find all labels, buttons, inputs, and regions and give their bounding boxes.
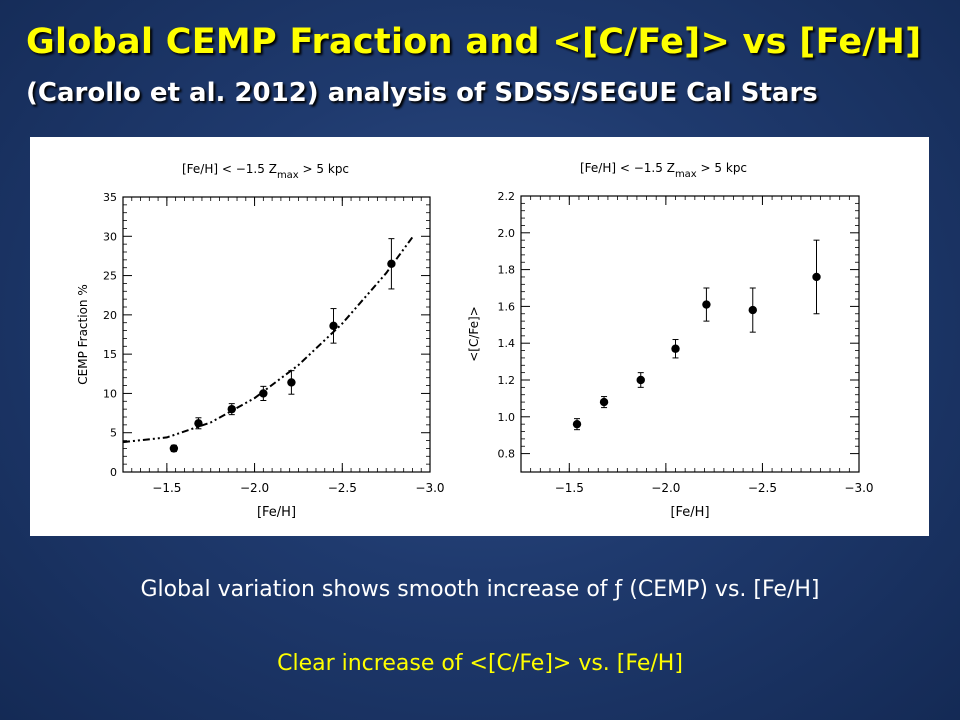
- caption-cfe-increase: Clear increase of <[C/Fe]> vs. [Fe/H]: [277, 651, 683, 676]
- chart2-xtick-label: −2.0: [651, 481, 680, 495]
- chart2-ytick-label: 1.4: [498, 337, 516, 350]
- chart2-data-point: [748, 305, 757, 315]
- chart1-data-point: [169, 444, 179, 453]
- chart1-data-point: [259, 389, 268, 398]
- chart2-ytick-label: 2.2: [498, 190, 516, 203]
- chart2-data-point: [812, 272, 821, 282]
- chart1-ytick-label: 10: [103, 387, 117, 400]
- chart1-ytick-label: 20: [103, 309, 117, 322]
- chart2-data-point: [572, 419, 582, 429]
- chart1-data-point: [287, 378, 296, 387]
- chart2-data-point: [702, 300, 711, 309]
- chart1-title: [Fe/H] < −1.5 Zmax > 5 kpc: [182, 162, 349, 181]
- chart1-data-point: [194, 419, 203, 428]
- chart2-group: 0.8 1.0 1.2 1.4 1.6 1.8 2.0 2.2 −1.5 −2.0 −2.5 −3.0…: [467, 161, 874, 520]
- chart1-xtick-label: −1.5: [152, 481, 181, 495]
- chart1-ytick-label: 5: [110, 427, 117, 440]
- chart1-xtick-label: −3.0: [415, 481, 444, 495]
- chart1-ylabel: CEMP Fraction %: [76, 284, 90, 384]
- chart1-xlabel: [Fe/H]: [257, 505, 296, 520]
- chart2-ytick-label: 1.2: [498, 374, 516, 387]
- chart1-data-point: [329, 321, 338, 331]
- chart2-ytick-label: 1.8: [498, 264, 516, 277]
- caption-cemp-fraction: Global variation shows smooth increase o…: [140, 577, 820, 602]
- chart1-data-point: [387, 259, 396, 268]
- chart2-xtick-label: −3.0: [844, 481, 873, 495]
- chart1-fit-curve: [122, 236, 414, 444]
- chart2-ytick-label: 1.6: [498, 300, 516, 313]
- chart1-xtick-label: −2.0: [240, 481, 269, 495]
- chart1-group: 0 5 10 15 20 25 30 35 −1.5 −2.0 −2.5 −3.0 [Fe/H] CEMP…: [76, 162, 445, 520]
- chart2-frame: [520, 195, 860, 473]
- chart2-ytick-label: 2.0: [498, 227, 516, 240]
- chart1-ytick-label: 30: [103, 230, 117, 243]
- slide-subtitle: (Carollo et al. 2012) analysis of SDSS/S…: [26, 78, 818, 108]
- chart1-ytick-label: 15: [103, 348, 117, 361]
- chart2-data-point: [599, 397, 609, 407]
- slide-title: Global CEMP Fraction and <[C/Fe]> vs [Fe…: [26, 22, 922, 62]
- chart2-xtick-label: −1.5: [555, 481, 584, 495]
- chart2-xtick-label: −2.5: [748, 481, 777, 495]
- chart2-data-point: [636, 375, 645, 385]
- figure-panel: 0 5 10 15 20 25 30 35 −1.5 −2.0 −2.5 −3.0 [Fe/H] CEMP…: [30, 137, 929, 536]
- chart1-xtick-label: −2.5: [328, 481, 357, 495]
- chart1-ytick-label: 25: [103, 270, 117, 283]
- chart2-ytick-label: 1.0: [498, 411, 516, 424]
- chart2-ytick-label: 0.8: [498, 448, 516, 461]
- figure-charts: 0 5 10 15 20 25 30 35 −1.5 −2.0 −2.5 −3.0 [Fe/H] CEMP…: [76, 161, 874, 520]
- chart1-data-point: [227, 404, 236, 414]
- chart2-xlabel: [Fe/H]: [670, 505, 709, 520]
- chart1-ytick-label: 0: [110, 466, 117, 479]
- chart2-title: [Fe/H] < −1.5 Zmax > 5 kpc: [580, 161, 747, 180]
- chart1-ytick-label: 35: [103, 191, 117, 204]
- chart1-frame: [122, 196, 431, 473]
- chart2-data-point: [671, 344, 680, 353]
- chart2-ylabel: <[C/Fe]>: [467, 306, 481, 362]
